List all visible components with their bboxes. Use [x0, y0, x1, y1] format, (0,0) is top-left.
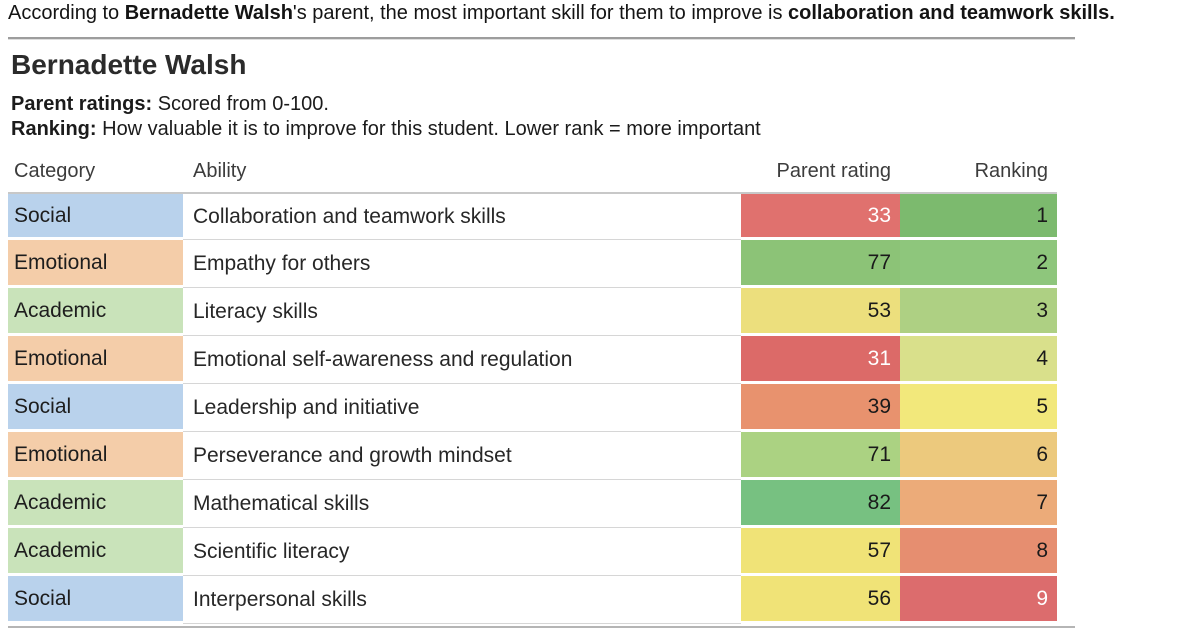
ratings-table: Category Ability Parent rating Ranking S…	[8, 150, 1057, 624]
legend-ranking-label: Ranking:	[11, 118, 97, 140]
table-legend: Parent ratings: Scored from 0-100. Ranki…	[11, 92, 761, 142]
legend-parent-ratings-label: Parent ratings:	[11, 93, 153, 115]
ranking-cell: 1	[900, 192, 1057, 240]
summary-skill: collaboration and teamwork skills	[788, 2, 1110, 24]
table-row: Academic Mathematical skills 82 7	[8, 480, 1057, 528]
ability-cell: Leadership and initiative	[183, 384, 741, 432]
ranking-cell: 5	[900, 384, 1057, 432]
ability-cell: Scientific literacy	[183, 528, 741, 576]
ranking-cell: 3	[900, 288, 1057, 336]
category-cell: Academic	[8, 288, 183, 336]
category-cell: Emotional	[8, 336, 183, 384]
top-divider	[8, 37, 1075, 40]
summary-prefix: According to	[8, 2, 125, 24]
parent-rating-cell: 31	[741, 336, 900, 384]
legend-parent-ratings-text: Scored from 0-100.	[152, 93, 329, 115]
page-title: Bernadette Walsh	[11, 49, 247, 80]
column-header-parent-rating: Parent rating	[776, 159, 891, 182]
ability-cell: Emotional self-awareness and regulation	[183, 336, 741, 384]
parent-rating-cell: 57	[741, 528, 900, 576]
category-cell: Social	[8, 384, 183, 432]
parent-rating-cell: 53	[741, 288, 900, 336]
category-cell: Academic	[8, 480, 183, 528]
category-cell: Social	[8, 192, 183, 240]
column-header-ability: Ability	[193, 159, 247, 182]
table-header-row: Category Ability Parent rating Ranking	[8, 150, 1057, 192]
parent-rating-cell: 33	[741, 192, 900, 240]
table-row: Social Collaboration and teamwork skills 3…	[8, 192, 1057, 240]
ranking-cell: 4	[900, 336, 1057, 384]
legend-parent-ratings: Parent ratings: Scored from 0-100.	[11, 92, 761, 117]
ability-cell: Collaboration and teamwork skills	[183, 192, 741, 240]
legend-ranking: Ranking: How valuable it is to improve f…	[11, 117, 761, 142]
ability-cell: Interpersonal skills	[183, 576, 741, 624]
category-cell: Emotional	[8, 432, 183, 480]
ranking-cell: 6	[900, 432, 1057, 480]
ability-cell: Mathematical skills	[183, 480, 741, 528]
category-cell: Emotional	[8, 240, 183, 288]
parent-rating-cell: 71	[741, 432, 900, 480]
parent-rating-cell: 56	[741, 576, 900, 624]
table-row: Social Interpersonal skills 56 9	[8, 576, 1057, 624]
table-row: Academic Scientific literacy 57 8	[8, 528, 1057, 576]
ranking-cell: 8	[900, 528, 1057, 576]
column-header-category: Category	[14, 159, 96, 182]
parent-rating-cell: 77	[741, 240, 900, 288]
table-row: Academic Literacy skills 53 3	[8, 288, 1057, 336]
column-header-ranking: Ranking	[974, 159, 1048, 182]
table-row: Social Leadership and initiative 39 5	[8, 384, 1057, 432]
ability-cell: Empathy for others	[183, 240, 741, 288]
parent-rating-cell: 82	[741, 480, 900, 528]
summary-student-name: Bernadette Walsh	[124, 2, 293, 24]
table-row: Emotional Empathy for others 77 2	[8, 240, 1057, 288]
summary-period: .	[1109, 2, 1115, 24]
table-row: Emotional Perseverance and growth mindset…	[8, 432, 1057, 480]
table-bottom-border	[8, 626, 1075, 628]
category-cell: Academic	[8, 528, 183, 576]
table-row: Emotional Emotional self-awareness and re…	[8, 336, 1057, 384]
ability-cell: Perseverance and growth mindset	[183, 432, 741, 480]
legend-ranking-text: How valuable it is to improve for this s…	[96, 118, 761, 140]
parent-rating-cell: 39	[741, 384, 900, 432]
category-cell: Social	[8, 576, 183, 624]
ranking-cell: 9	[900, 576, 1057, 624]
ability-cell: Literacy skills	[183, 288, 741, 336]
summary-middle: 's parent, the most important skill for …	[292, 2, 789, 24]
summary-sentence: According to Bernadette Walsh's parent, …	[8, 2, 1115, 25]
ranking-cell: 2	[900, 240, 1057, 288]
ranking-cell: 7	[900, 480, 1057, 528]
